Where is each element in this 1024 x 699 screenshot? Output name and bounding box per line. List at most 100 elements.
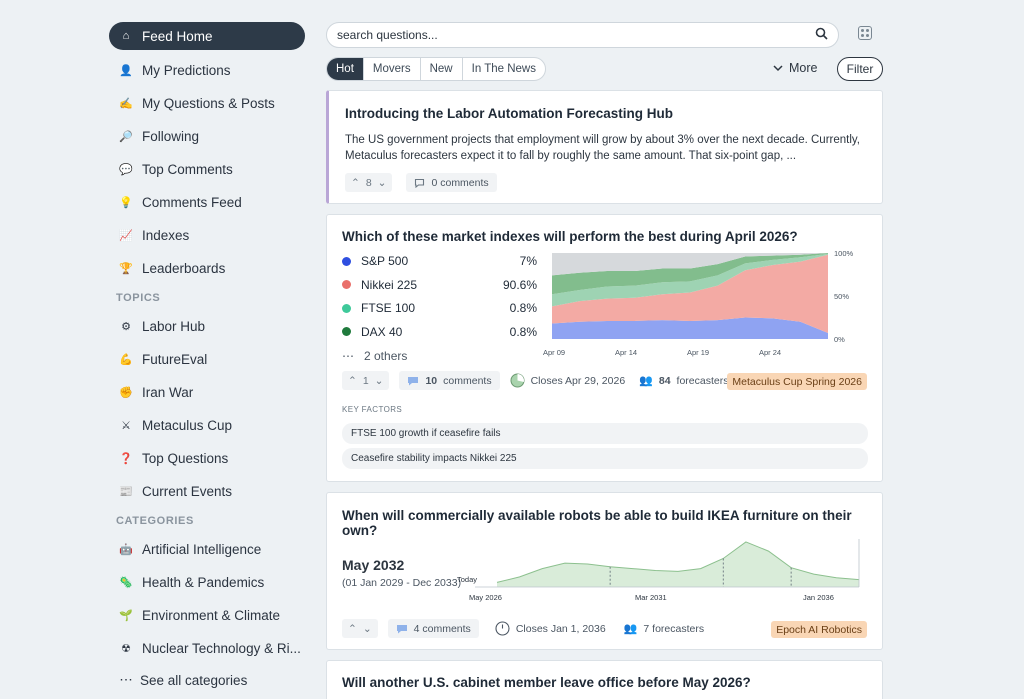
vote-count: 1 [362,374,369,387]
clock-icon [495,621,510,636]
vote-count: 8 [365,176,372,189]
sidebar-item-current-events[interactable]: 📰 Current Events [109,475,305,508]
tab-new[interactable]: New [419,58,462,80]
downvote-icon[interactable]: ⌄ [362,622,372,635]
question-title[interactable]: Which of these market indexes will perfo… [342,229,798,244]
x-tick-label: Jan 2036 [803,593,834,602]
x-tick-label: Apr 24 [759,348,781,357]
sidebar-item-label: Iran War [142,385,194,400]
option-color-dot [342,280,351,289]
comments-button[interactable]: 4 comments [387,619,479,638]
tournament-tag[interactable]: Metaculus Cup Spring 2026 [727,373,867,390]
closes-label: Closes Jan 1, 2036 [515,622,606,635]
key-factors-heading: KEY FACTORS [342,405,403,414]
sidebar-item-environment-climate[interactable]: 🌱 Environment & Climate [109,599,305,632]
sidebar-item-label: FutureEval [142,352,208,367]
post-card[interactable]: Introducing the Labor Automation Forecas… [326,90,883,204]
ellipsis-icon: ⋯ [119,672,133,687]
vote-control[interactable]: ⌃ 8 ⌄ [345,173,393,192]
more-dropdown[interactable]: More [773,61,817,75]
post-title[interactable]: Introducing the Labor Automation Forecas… [345,106,673,121]
sidebar-item-my-predictions[interactable]: 👤 My Predictions [109,54,305,87]
post-body: The US government projects that employme… [345,134,860,162]
others-label: 2 others [364,349,408,363]
sidebar-item-health-pandemics[interactable]: 🦠 Health & Pandemics [109,566,305,599]
tab-hot[interactable]: Hot [327,58,363,80]
vote-control[interactable]: ⌃ ⌄ [342,619,378,638]
option-row[interactable]: DAX 40 0.8% [342,325,537,339]
question-title[interactable]: Will another U.S. cabinet member leave o… [342,675,751,690]
sidebar-item-feed-home[interactable]: ⌂ Feed Home [109,22,305,50]
sidebar-item-leaderboards[interactable]: 🏆 Leaderboards [109,252,305,285]
lightbulb-icon: 💡 [119,197,133,209]
question-title[interactable]: When will commercially available robots … [342,508,852,538]
option-row[interactable]: Nikkei 225 90.6% [342,278,537,292]
vote-control[interactable]: ⌃ 1 ⌄ [342,371,390,390]
sidebar-item-label: My Predictions [142,63,231,78]
sidebar-item-labor-hub[interactable]: ⚙ Labor Hub [109,310,305,343]
option-name: FTSE 100 [361,301,416,315]
sidebar-item-label: Top Comments [142,162,233,177]
random-question-dice-icon[interactable] [858,26,872,40]
downvote-icon[interactable]: ⌄ [377,176,387,189]
sidebar-item-futureeval[interactable]: 💪 FutureEval [109,343,305,376]
robot-icon: 🤖 [119,544,133,556]
sidebar-item-metaculus-cup[interactable]: ⚔ Metaculus Cup [109,409,305,442]
sidebar-item-artificial-intelligence[interactable]: 🤖 Artificial Intelligence [109,533,305,566]
sidebar-item-top-questions[interactable]: ❓ Top Questions [109,442,305,475]
key-factor-item[interactable]: FTSE 100 growth if ceasefire fails [342,423,868,444]
distribution-line [496,541,860,583]
question-card[interactable]: Will another U.S. cabinet member leave o… [326,660,883,699]
sidebar-item-label: Health & Pandemics [142,575,265,590]
see-all-categories-link[interactable]: ⋯ See all categories [109,665,305,695]
search-input[interactable] [337,28,815,42]
question-card[interactable]: When will commercially available robots … [326,492,883,650]
option-row[interactable]: S&P 500 7% [342,254,537,268]
categories-heading: CATEGORIES [116,514,194,527]
upvote-icon[interactable]: ⌃ [348,374,357,387]
sidebar-item-following[interactable]: 🔎 Following [109,120,305,153]
comments-button[interactable]: 0 comments [406,173,497,192]
tab-movers[interactable]: Movers [362,58,420,80]
forecasters-number: 84 [658,374,671,387]
sidebar-item-my-questions-posts[interactable]: ✍ My Questions & Posts [109,87,305,120]
option-name: DAX 40 [361,324,403,339]
option-color-dot [342,256,351,266]
upvote-icon[interactable]: ⌃ [348,622,357,635]
comment-icon [415,178,425,188]
forecast-range: (01 Jan 2029 - Dec 2033) [342,577,462,589]
person-icon: 👤 [119,65,133,77]
sidebar-item-nuclear-technology-ri[interactable]: ☢ Nuclear Technology & Ri... [109,632,305,665]
tab-in-the-news[interactable]: In The News [461,58,545,80]
key-factor-item[interactable]: Ceasefire stability impacts Nikkei 225 [342,448,868,469]
y-tick-label: 0% [834,335,845,344]
closes-date: Closes Jan 1, 2036 [495,621,606,636]
option-probability: 7% [519,254,537,268]
search-icon[interactable] [815,27,828,43]
option-color-dot [342,327,351,336]
sidebar-item-label: Metaculus Cup [142,418,233,433]
comments-button[interactable]: 10 comments [399,371,500,390]
x-tick-label: Mar 2031 [635,593,667,602]
closes-date: Closes Apr 29, 2026 [510,373,625,388]
upvote-icon[interactable]: ⌃ [351,176,360,189]
sidebar-item-label: My Questions & Posts [142,96,275,111]
sidebar-item-label: Indexes [142,228,190,243]
area-series-other [552,253,828,276]
option-row[interactable]: FTSE 100 0.8% [342,301,537,315]
sidebar-item-top-comments[interactable]: 💬 Top Comments [109,153,305,186]
option-probability: 0.8% [509,301,537,315]
sidebar-item-indexes[interactable]: 📈 Indexes [109,219,305,252]
sidebar-item-iran-war[interactable]: ✊ Iran War [109,376,305,409]
feed-tabs: Hot Movers New In The News [326,57,546,81]
forecast-history-chart: Apr 09 Apr 14 Apr 19 Apr 24 100% 50% 0% [543,249,854,357]
sidebar-item-comments-feed[interactable]: 💡 Comments Feed [109,186,305,219]
filter-button[interactable]: Filter [837,57,883,81]
question-card[interactable]: Which of these market indexes will perfo… [326,214,883,482]
downvote-icon[interactable]: ⌄ [374,374,384,387]
search-bar[interactable] [326,22,839,48]
flexed-arm-icon: 💪 [119,354,133,366]
option-name: S&P 500 [361,254,409,268]
others-toggle[interactable]: ⋯ 2 others [342,349,407,363]
tournament-tag[interactable]: Epoch AI Robotics [771,621,867,638]
